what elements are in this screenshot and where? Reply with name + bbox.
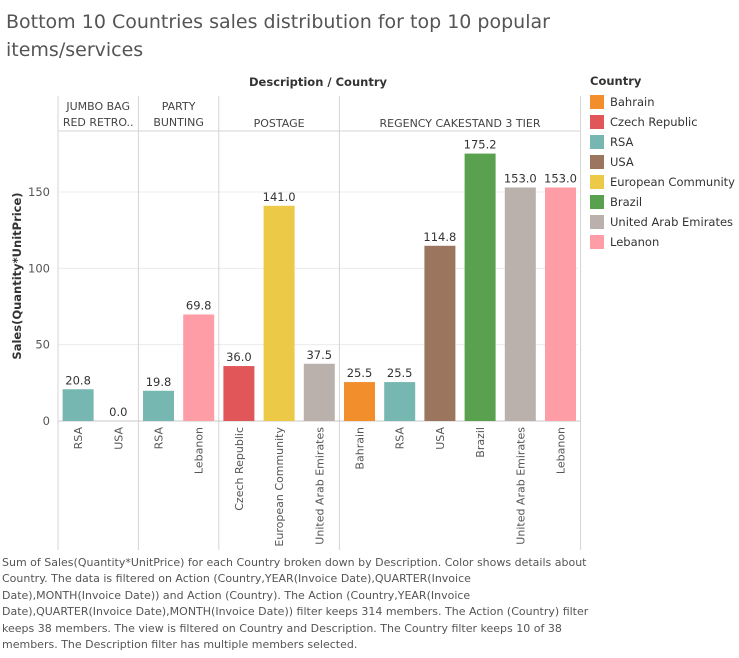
bar [303,363,335,421]
data-label: 19.8 [146,375,172,389]
x-tick-label: USA [434,427,447,450]
legend-label: Brazil [610,195,643,209]
chart-title: Bottom 10 Countries sales distribution f… [6,11,550,61]
x-tick-label: RSA [394,427,407,450]
data-label: 141.0 [263,190,296,204]
legend-item[interactable]: Bahrain [590,92,739,112]
x-tick-label: Brazil [474,427,487,458]
x-tick-label: Lebanon [555,427,568,474]
bar [545,187,576,421]
y-axis-label: Sales(Quantity*UnitPrice) [10,192,24,359]
legend-item[interactable]: Czech Republic [590,112,739,132]
data-label: 69.8 [186,298,212,312]
bar [424,245,456,421]
data-label: 25.5 [387,366,413,380]
x-tick-label: RSA [72,427,85,450]
bar [344,382,375,421]
group-header-label: REGENCY CAKESTAND 3 TIER [380,117,541,130]
y-tick-label: 0 [43,414,50,428]
legend-item[interactable]: United Arab Emirates [590,212,739,232]
x-tick-label: United Arab Emirates [313,427,326,545]
legend-item[interactable]: Brazil [590,192,739,212]
legend-swatch [590,95,604,109]
bar [143,390,174,421]
legend-item[interactable]: Lebanon [590,232,739,252]
legend-label: Czech Republic [610,115,698,129]
data-label: 36.0 [226,350,252,364]
legend-swatch [590,135,604,149]
x-tick-label: Lebanon [193,427,206,474]
data-label: 0.0 [109,405,127,419]
group-header-label: BUNTING [153,116,204,129]
x-tick-label: RSA [153,427,166,450]
group-header-label: RED RETRO.. [63,116,134,129]
y-tick-label: 50 [35,338,50,352]
group-header-label: JUMBO BAG [65,100,130,113]
x-tick-label: European Community [273,427,286,547]
legend-label: United Arab Emirates [610,215,734,229]
data-label: 153.0 [504,171,537,185]
legend-label: European Community [610,175,735,189]
group-header-label: PARTY [162,100,196,113]
x-tick-label: Bahrain [354,427,367,470]
legend-swatch [590,215,604,229]
legend-items: Bahrain Czech Republic RSA USA European Comm… [590,92,739,252]
legend: Country Bahrain Czech Republic RSA USA Europ… [590,74,739,252]
legend-item[interactable]: European Community [590,172,739,192]
x-tick-label: Czech Republic [233,427,246,511]
bar [384,382,416,421]
legend-item[interactable]: RSA [590,132,739,152]
data-label: 37.5 [306,348,332,362]
data-label: 114.8 [423,230,456,244]
data-label: 20.8 [65,373,91,387]
bar [504,187,536,421]
bar [223,366,255,421]
legend-swatch [590,115,604,129]
x-tick-label: United Arab Emirates [514,427,527,545]
legend-label: RSA [610,135,634,149]
bar-chart: Description / Country 0 50 100 150 Sales(Quan… [10,75,582,550]
header-title: Description / Country [249,75,387,89]
data-label: 175.2 [464,138,497,152]
bar [62,389,94,421]
legend-label: Bahrain [610,95,655,109]
legend-swatch [590,235,604,249]
y-tick-label: 150 [28,185,50,199]
legend-title: Country [590,74,642,88]
chart-caption: Sum of Sales(Quantity*UnitPrice) for eac… [2,556,589,652]
legend-swatch [590,155,604,169]
bar [183,314,215,421]
group-header-label: POSTAGE [254,117,305,130]
data-label: 153.0 [544,171,577,185]
y-tick-label: 100 [28,261,50,275]
legend-label: Lebanon [610,235,660,249]
legend-swatch [590,175,604,189]
legend-label: USA [610,155,634,169]
x-tick-label: USA [112,427,125,450]
legend-swatch [590,195,604,209]
bar [464,153,496,421]
data-label: 25.5 [347,366,373,380]
bar [263,205,295,421]
legend-item[interactable]: USA [590,152,739,172]
